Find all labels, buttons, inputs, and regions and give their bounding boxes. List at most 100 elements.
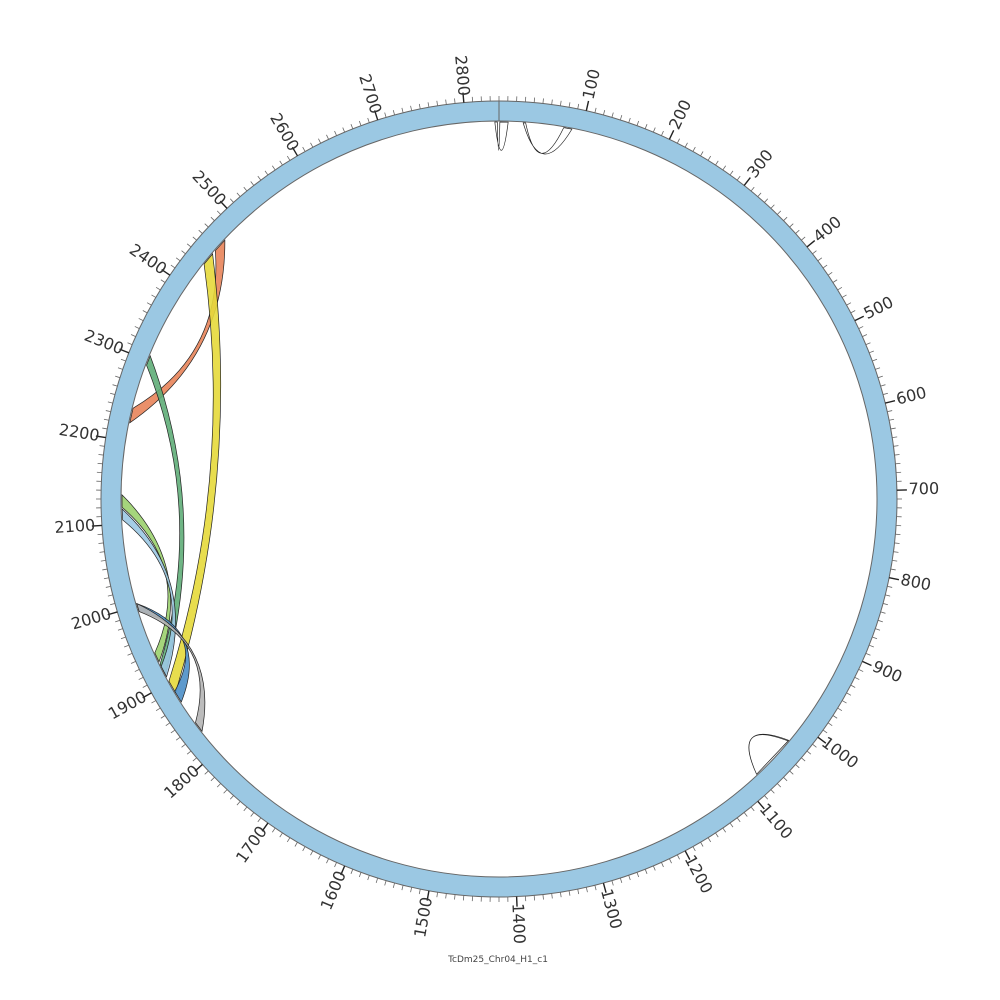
minor-tick (257, 175, 262, 181)
major-tick (107, 611, 118, 616)
minor-tick (715, 160, 719, 166)
minor-tick (130, 334, 136, 337)
minor-tick (392, 882, 395, 888)
minor-tick (105, 410, 111, 413)
major-tick (854, 315, 865, 322)
minor-tick (777, 210, 782, 215)
minor-tick (186, 750, 192, 755)
minor-tick (204, 770, 209, 775)
minor-tick (722, 827, 726, 833)
minor-tick (850, 684, 856, 688)
minor-tick (875, 628, 881, 631)
minor-tick (894, 542, 900, 544)
minor-tick (134, 669, 140, 672)
minor-tick (151, 700, 157, 704)
minor-tick (138, 676, 144, 680)
minor-tick (418, 889, 421, 895)
minor-tick (358, 872, 362, 878)
tick-label: 2000 (69, 604, 113, 634)
minor-tick (342, 127, 346, 133)
minor-tick (142, 310, 148, 314)
minor-tick (401, 107, 404, 113)
minor-tick (102, 427, 108, 430)
major-tick (743, 177, 751, 186)
minor-tick (350, 124, 354, 129)
major-tick (91, 524, 102, 527)
major-tick (817, 736, 827, 744)
minor-tick (872, 358, 878, 362)
link-ribbon (522, 122, 573, 155)
tick-label: 1200 (681, 852, 717, 897)
minor-tick (832, 715, 838, 719)
tick-label: 2600 (266, 110, 303, 155)
tick-label: 2800 (451, 54, 474, 96)
major-tick (194, 763, 203, 772)
minor-tick (559, 892, 562, 898)
tick-label: 2500 (188, 167, 230, 210)
minor-tick (124, 644, 129, 648)
minor-tick (894, 454, 900, 456)
minor-tick (115, 375, 121, 379)
minor-tick (700, 841, 704, 847)
minor-tick (326, 858, 329, 864)
minor-tick (427, 102, 430, 108)
minor-tick (880, 611, 886, 614)
minor-tick (236, 801, 241, 806)
major-tick (602, 882, 607, 893)
minor-tick (192, 757, 197, 762)
minor-tick (198, 229, 203, 234)
minor-tick (107, 594, 113, 597)
minor-tick (170, 264, 176, 269)
minor-tick (885, 594, 891, 597)
minor-tick (334, 862, 337, 868)
minor-tick (777, 783, 782, 788)
minor-tick (729, 170, 734, 176)
minor-tick (155, 707, 161, 712)
minor-tick (882, 392, 888, 395)
minor-tick (887, 585, 893, 588)
major-tick (291, 146, 299, 157)
minor-tick (594, 885, 597, 891)
minor-tick (795, 229, 800, 234)
minor-tick (715, 832, 719, 838)
minor-tick (585, 887, 588, 893)
minor-tick (181, 743, 186, 748)
minor-tick (707, 837, 712, 843)
link-ribbon (121, 508, 176, 678)
minor-tick (151, 294, 157, 298)
minor-tick (872, 636, 878, 640)
minor-tick (326, 134, 329, 140)
minor-tick (367, 875, 370, 881)
tick-label: 800 (899, 570, 933, 595)
minor-tick (822, 729, 828, 734)
major-tick (806, 240, 816, 248)
minor-tick (846, 692, 852, 696)
tick-label: 1900 (105, 687, 150, 723)
minor-tick (318, 854, 322, 860)
minor-tick (445, 99, 447, 105)
minor-tick (869, 644, 874, 648)
minor-tick (410, 887, 413, 893)
tick-label: 1800 (160, 761, 203, 802)
tick-labels: 1002003004005006007008009001000110012001… (54, 54, 939, 944)
minor-tick (223, 789, 228, 794)
chromosome-ring (100, 100, 898, 898)
minor-tick (410, 105, 413, 111)
minor-tick (542, 894, 544, 900)
minor-tick (105, 585, 111, 588)
minor-tick (789, 223, 794, 228)
minor-tick (186, 243, 192, 248)
minor-tick (134, 326, 140, 329)
minor-tick (611, 112, 614, 118)
major-tick (261, 822, 269, 832)
minor-tick (542, 98, 544, 104)
minor-tick (155, 286, 161, 291)
minor-tick (367, 117, 370, 123)
minor-tick (279, 832, 283, 838)
minor-tick (841, 294, 847, 298)
minor-tick (210, 777, 215, 782)
major-tick (219, 200, 228, 209)
minor-tick (115, 619, 121, 623)
minor-tick (652, 127, 656, 133)
tick-label: 2200 (58, 420, 101, 445)
